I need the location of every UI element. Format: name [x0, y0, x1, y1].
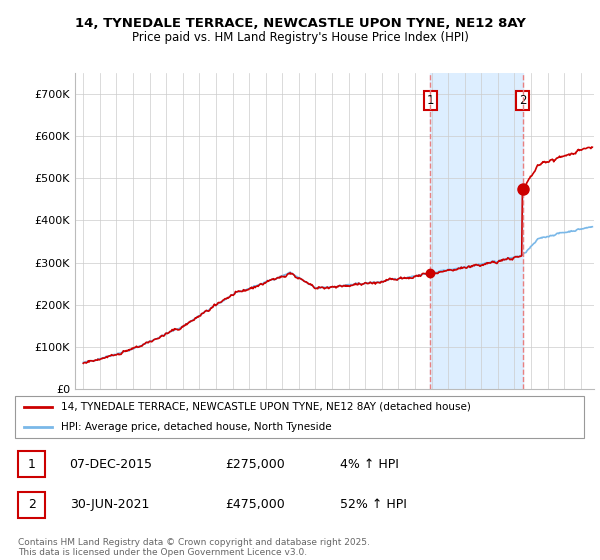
Text: £475,000: £475,000: [225, 498, 285, 511]
Text: 14, TYNEDALE TERRACE, NEWCASTLE UPON TYNE, NE12 8AY (detached house): 14, TYNEDALE TERRACE, NEWCASTLE UPON TYN…: [61, 402, 471, 412]
Text: £275,000: £275,000: [225, 458, 285, 470]
Text: 14, TYNEDALE TERRACE, NEWCASTLE UPON TYNE, NE12 8AY: 14, TYNEDALE TERRACE, NEWCASTLE UPON TYN…: [74, 17, 526, 30]
Text: 2: 2: [28, 498, 35, 511]
Bar: [430, 73, 523, 389]
Text: HPI: Average price, detached house, North Tyneside: HPI: Average price, detached house, Nort…: [61, 422, 332, 432]
Text: 30-JUN-2021: 30-JUN-2021: [70, 498, 149, 511]
Text: Price paid vs. HM Land Registry's House Price Index (HPI): Price paid vs. HM Land Registry's House …: [131, 31, 469, 44]
Text: 2: 2: [519, 94, 526, 107]
Text: 4% ↑ HPI: 4% ↑ HPI: [340, 458, 399, 470]
Text: 1: 1: [28, 458, 35, 470]
Text: 1: 1: [427, 94, 434, 107]
FancyBboxPatch shape: [18, 492, 46, 518]
Text: 07-DEC-2015: 07-DEC-2015: [70, 458, 152, 470]
FancyBboxPatch shape: [15, 395, 584, 438]
Text: 52% ↑ HPI: 52% ↑ HPI: [340, 498, 407, 511]
Text: Contains HM Land Registry data © Crown copyright and database right 2025.
This d: Contains HM Land Registry data © Crown c…: [18, 538, 370, 557]
FancyBboxPatch shape: [18, 451, 46, 477]
